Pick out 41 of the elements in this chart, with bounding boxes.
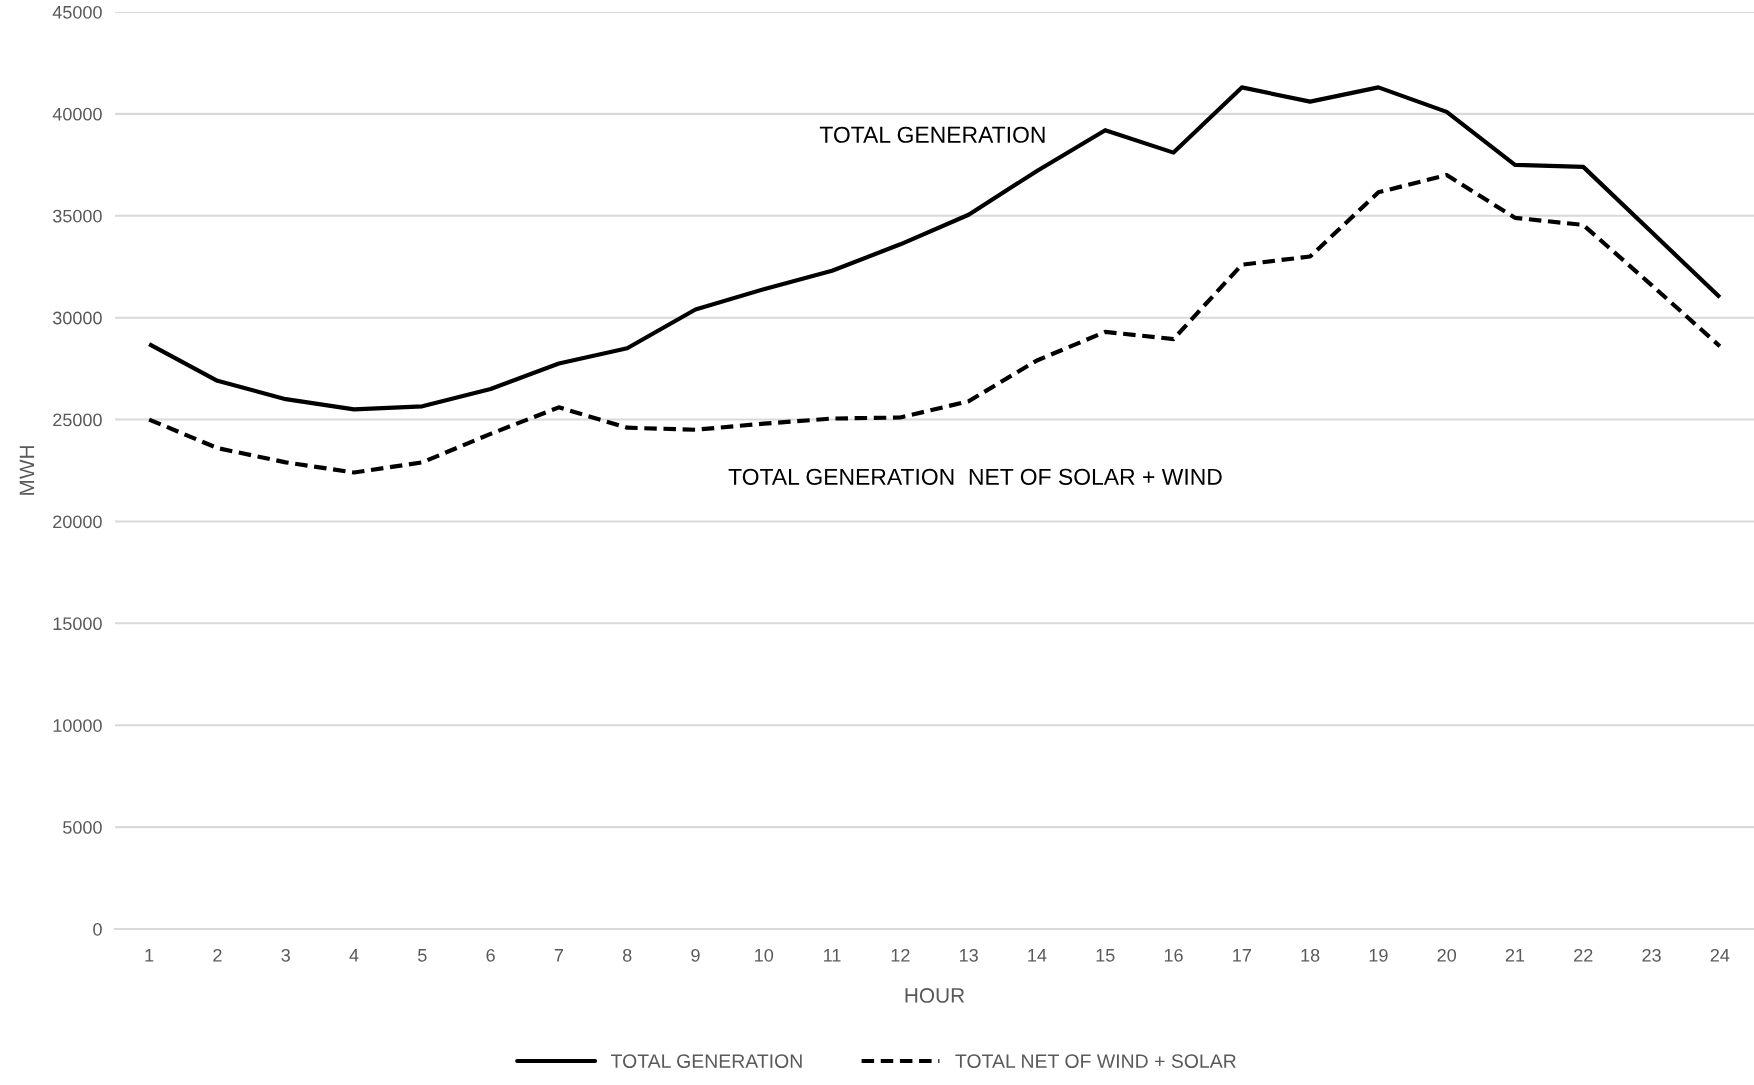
y-tick-label: 15000 — [53, 617, 102, 631]
x-tick-label: 17 — [1233, 949, 1251, 962]
x-tick-label: 6 — [486, 948, 495, 962]
y-tick-label: 30000 — [52, 311, 102, 325]
x-tick-label: 19 — [1369, 948, 1388, 962]
y-tick-label: 40000 — [52, 107, 102, 121]
y-tick-label: 0 — [93, 922, 102, 936]
x-tick-label: 21 — [1505, 948, 1525, 962]
line-series — [147, 85, 1722, 412]
x-tick-label: 23 — [1642, 948, 1661, 962]
x-tick-label: 20 — [1437, 948, 1457, 962]
x-tick-label: 4 — [349, 949, 359, 962]
x-tick-label: 1 — [145, 949, 154, 962]
annotation: TOTAL GENERATION NET OF SOLAR + WIND — [728, 468, 1222, 485]
y-tick-label: 25000 — [53, 413, 102, 427]
x-axis-title: HOUR — [905, 988, 965, 1003]
y-tick-label: 5000 — [63, 821, 102, 834]
x-tick-label: 22 — [1574, 948, 1593, 962]
x-tick-label: 5 — [418, 949, 427, 962]
x-tick-label: 9 — [691, 948, 700, 962]
x-tick-label: 13 — [959, 948, 978, 962]
x-tick-label: 2 — [213, 948, 222, 962]
x-tick-label: 3 — [281, 948, 290, 962]
y-tick-label: 45000 — [52, 5, 102, 19]
x-tick-label: 12 — [891, 948, 910, 962]
x-tick-label: 16 — [1164, 948, 1183, 962]
x-tick-label: 7 — [554, 949, 564, 962]
x-tick-label: 18 — [1301, 948, 1320, 962]
x-tick-label: 15 — [1096, 949, 1115, 962]
y-tick-label: 20000 — [53, 515, 102, 529]
x-tick-label: 24 — [1710, 948, 1730, 962]
x-tick-label: 11 — [824, 949, 841, 962]
x-tick-label: 10 — [755, 948, 774, 962]
legend-label: TOTAL GENERATION — [611, 1054, 802, 1068]
y-tick-label: 10000 — [53, 719, 102, 732]
legend-label: TOTAL NET OF WIND + SOLAR — [955, 1054, 1236, 1068]
annotation: TOTAL GENERATION — [819, 126, 1045, 143]
x-tick-label: 14 — [1028, 949, 1047, 962]
y-tick-label: 35000 — [52, 209, 102, 223]
x-tick-label: 8 — [622, 948, 632, 962]
y-axis-title: MWH — [19, 446, 35, 495]
